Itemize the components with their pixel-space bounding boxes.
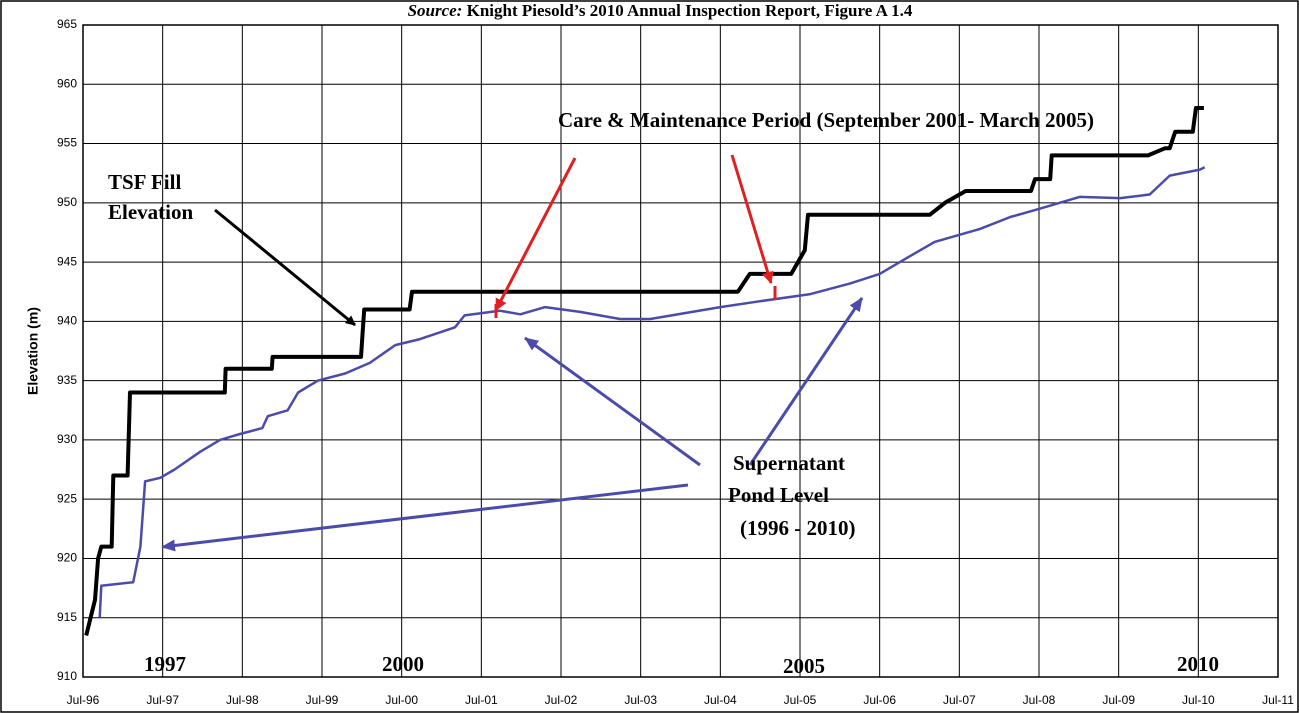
x-tick-label: Jul-00 bbox=[385, 693, 418, 707]
y-tick-label: 935 bbox=[57, 373, 77, 387]
series-line bbox=[84, 106, 1204, 636]
annotation: Supernatant bbox=[733, 451, 845, 475]
y-tick-label: 930 bbox=[57, 432, 77, 446]
arrow bbox=[214, 208, 356, 327]
title-source: Source: bbox=[408, 1, 463, 20]
y-tick-label: 950 bbox=[57, 195, 77, 209]
annotation: TSF Fill bbox=[108, 170, 181, 194]
x-tick-label: Jul-97 bbox=[146, 693, 179, 707]
x-tick-label: Jul-99 bbox=[306, 693, 339, 707]
title-text: Knight Piesold’s 2010 Annual Inspection … bbox=[467, 1, 913, 20]
x-tick-label: Jul-04 bbox=[704, 693, 737, 707]
x-tick-label: Jul-05 bbox=[784, 693, 817, 707]
x-tick-label: Jul-11 bbox=[1262, 693, 1294, 707]
chart-title: Source: Knight Piesold’s 2010 Annual Ins… bbox=[408, 1, 913, 20]
y-tick-label: 965 bbox=[57, 17, 77, 31]
x-tick-label: Jul-01 bbox=[465, 693, 498, 707]
x-tick-label: Jul-09 bbox=[1102, 693, 1135, 707]
x-tick-label: Jul-02 bbox=[545, 693, 578, 707]
y-tick-label: 955 bbox=[57, 136, 77, 150]
plot-area: 910 915 920 925 930 935 940 945 950 955 960 965 Jul-… bbox=[57, 17, 1294, 707]
annotation: (1996 - 2010) bbox=[740, 516, 855, 540]
y-tick-label: 960 bbox=[57, 76, 77, 90]
annotation: 1997 bbox=[144, 652, 186, 676]
annotation: 2005 bbox=[783, 654, 825, 678]
annotation: Care & Maintenance Period (September 200… bbox=[558, 108, 1094, 132]
x-tick-label: Jul-08 bbox=[1023, 693, 1056, 707]
x-tick-label: Jul-98 bbox=[226, 693, 259, 707]
annotation: Elevation bbox=[108, 200, 193, 224]
arrows bbox=[161, 154, 864, 552]
arrow bbox=[161, 483, 689, 552]
x-tick-label: Jul-07 bbox=[943, 693, 976, 707]
arrow bbox=[494, 157, 577, 311]
annotation: Pond Level bbox=[728, 483, 829, 507]
annotation: 2000 bbox=[382, 652, 424, 676]
y-tick-label: 910 bbox=[57, 669, 77, 683]
arrow bbox=[524, 336, 701, 467]
x-tick-label: Jul-03 bbox=[624, 693, 657, 707]
x-tick-label: Jul-06 bbox=[863, 693, 896, 707]
y-tick-label: 945 bbox=[57, 254, 77, 268]
x-tick-label: Jul-96 bbox=[67, 693, 100, 707]
annotation: 2010 bbox=[1177, 652, 1219, 676]
arrow bbox=[730, 154, 774, 284]
y-tick-label: 915 bbox=[57, 610, 77, 624]
y-axis-label: Elevation (m) bbox=[25, 307, 41, 395]
x-tick-label: Jul-10 bbox=[1182, 693, 1215, 707]
y-tick-label: 940 bbox=[57, 314, 77, 328]
arrow bbox=[748, 297, 864, 466]
y-tick-label: 920 bbox=[57, 551, 77, 565]
y-tick-label: 925 bbox=[57, 491, 77, 505]
